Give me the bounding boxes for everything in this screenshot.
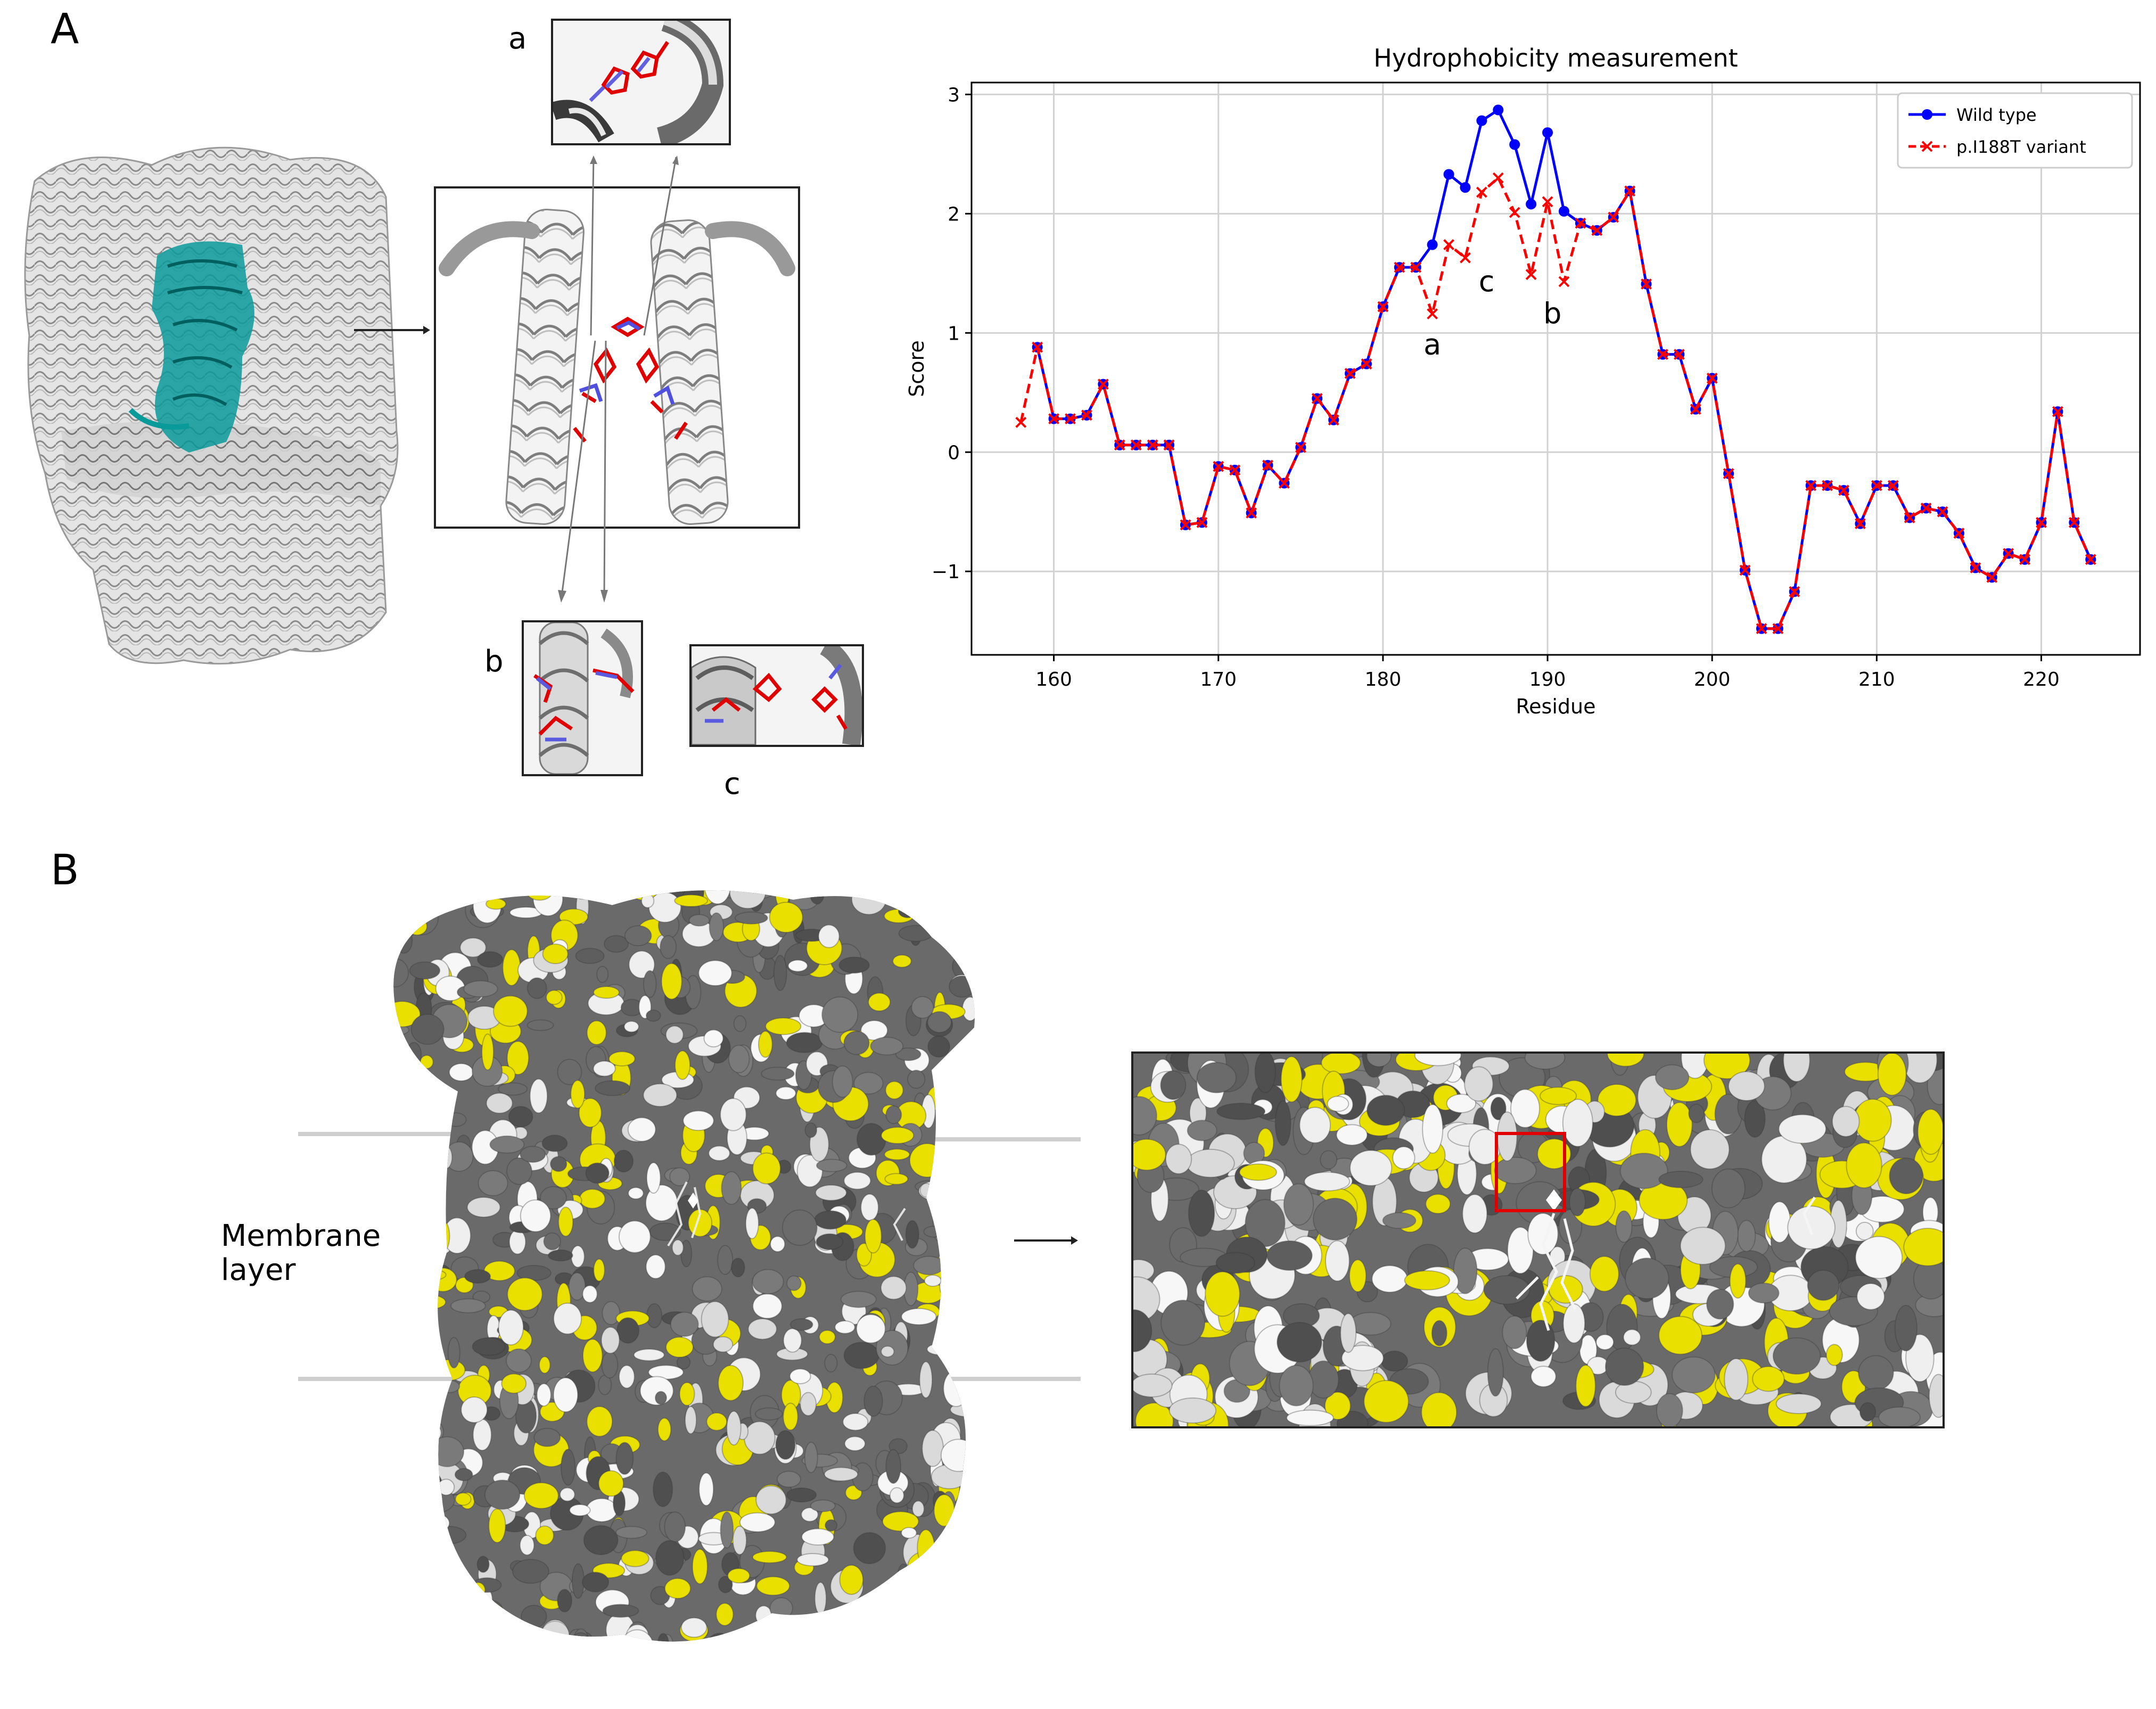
inset-c-box — [689, 644, 864, 747]
y-tick-label: 3 — [948, 84, 960, 106]
inset-label-a: a — [508, 21, 526, 56]
inset-b-box — [522, 620, 643, 776]
y-axis-label: Score — [905, 340, 928, 397]
chart-title: Hydrophobicity measurement — [1373, 44, 1738, 72]
inset-a-box — [551, 19, 731, 145]
series-line-variant — [1021, 178, 2091, 629]
annotation-a: a — [1423, 328, 1441, 361]
y-tick-label: −1 — [932, 561, 960, 583]
point-wild-type — [1509, 139, 1520, 150]
legend-label-wild-type: Wild type — [1956, 105, 2037, 125]
x-axis-label: Residue — [1516, 695, 1595, 718]
protein-surface-overview — [367, 868, 1022, 1709]
zoom-arrow-a — [351, 319, 431, 341]
point-wild-type — [1493, 105, 1503, 116]
annotation-b: b — [1543, 297, 1561, 330]
point-wild-type — [1476, 116, 1487, 126]
protein-ribbon-overview — [13, 133, 407, 681]
point-wild-type — [1444, 169, 1454, 179]
legend-label-variant: p.I188T variant — [1956, 137, 2086, 157]
series-line-wild-type — [1038, 110, 2091, 629]
x-tick-label: 160 — [1035, 669, 1072, 691]
x-tick-label: 190 — [1529, 669, 1566, 691]
legend-marker-wild-type — [1922, 109, 1932, 120]
membrane-label-line2: layer — [221, 1253, 381, 1287]
x-tick-label: 180 — [1365, 669, 1402, 691]
inset-label-c: c — [724, 767, 740, 801]
point-variant — [1493, 173, 1503, 183]
point-wild-type — [1427, 240, 1438, 250]
membrane-layer-label: Membrane layer — [221, 1219, 381, 1287]
point-wild-type — [1542, 127, 1553, 138]
hydrophobicity-chart: 160 170 180 190 200 210 220 −1 0 1 2 3 Hydrophobicit… — [894, 37, 2156, 724]
panel-label-b: B — [51, 847, 79, 894]
panel-label-a: A — [51, 5, 79, 53]
annotation-c: c — [1479, 265, 1495, 298]
surface-zoom-box — [1131, 1051, 1945, 1428]
point-variant — [1510, 208, 1519, 217]
point-wild-type — [1526, 199, 1536, 209]
x-tick-label: 210 — [1858, 669, 1895, 691]
zoom-arrow-b — [1011, 1230, 1081, 1251]
point-wild-type — [1559, 206, 1569, 217]
x-tick-label: 170 — [1200, 669, 1237, 691]
membrane-label-line1: Membrane — [221, 1219, 381, 1253]
y-tick-label: 2 — [948, 203, 960, 225]
point-wild-type — [1460, 182, 1470, 193]
x-tick-label: 220 — [2023, 669, 2060, 691]
x-tick-label: 200 — [1694, 669, 1731, 691]
inset-connectors — [548, 154, 687, 607]
y-tick-label: 0 — [948, 442, 960, 464]
inset-label-b: b — [484, 644, 504, 679]
y-tick-label: 1 — [948, 323, 960, 344]
